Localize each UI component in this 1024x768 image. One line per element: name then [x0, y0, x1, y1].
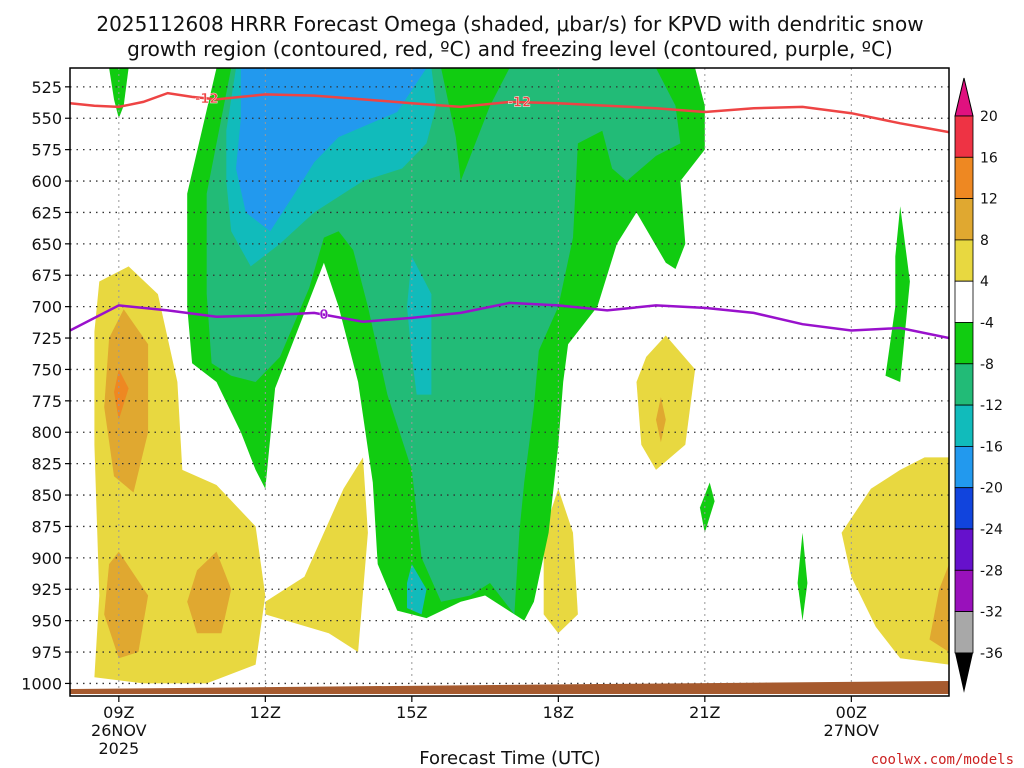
colorbar-label-7: -12	[980, 398, 1003, 414]
ascent-area-0100z-streak	[885, 206, 910, 382]
y-tick-label-875: 875	[31, 517, 62, 536]
freezing-level-zero-label-0: 0	[319, 308, 328, 323]
colorbar-top-arrow	[954, 77, 974, 117]
dendritic-growth-minus12-label-0: -12	[195, 92, 219, 107]
ascent-cyan-1500z-low	[407, 564, 427, 615]
freezing-level-zero-line	[70, 301, 949, 340]
x-tick-label-00Z: 00Z	[836, 703, 867, 722]
x-tick-label-09Z: 09Z	[103, 703, 134, 722]
colorbar-label-2: 12	[980, 192, 998, 208]
y-tick-label-825: 825	[31, 455, 62, 474]
credit-text: coolwx.com/models	[871, 752, 1014, 768]
chart-subtitle: growth region (contoured, red, ºC) and f…	[127, 37, 893, 61]
y-tick-label-525: 525	[31, 78, 62, 97]
colorbar-bottom-arrow	[955, 652, 973, 693]
colorbar-label-9: -20	[980, 481, 1003, 497]
contour-layer: -12 -12 0	[70, 91, 949, 340]
colorbar-label-11: -28	[980, 563, 1003, 579]
ascent-area-2300z-small	[797, 532, 808, 621]
descent-core-1000z-lower	[187, 551, 232, 634]
colorbar-label-8: -16	[980, 439, 1003, 455]
ascent-area-2100z-small	[699, 482, 715, 533]
colorbar-swatch-11	[954, 569, 974, 612]
colorbar-swatch-8	[954, 445, 974, 489]
descent-area-1400z	[265, 457, 368, 652]
y-axis: 525 550 575 600 625 650 675 700 725 750 775 800 825 8…	[21, 78, 70, 693]
colorbar-label-4: 4	[980, 274, 989, 290]
grid-lines	[70, 68, 949, 696]
colorbar-swatch-10	[954, 528, 974, 571]
descent-area-0100z	[841, 457, 949, 665]
y-tick-label-625: 625	[31, 203, 62, 222]
y-tick-label-800: 800	[31, 423, 62, 442]
y-tick-label-775: 775	[31, 392, 62, 411]
descent-core-2000z	[656, 397, 666, 443]
colorbar: 20 16 12 8 4 -4 -8 -12 -16 -20 -24 -28 -32 -36	[954, 77, 1003, 693]
colorbar-swatch-7	[954, 404, 974, 447]
descent-area-1800z	[543, 488, 578, 634]
y-tick-label-750: 750	[31, 360, 62, 379]
dendritic-growth-minus12-line	[70, 91, 949, 134]
ascent-cyan-1500z	[407, 256, 432, 395]
colorbar-swatch-5	[954, 322, 974, 365]
x-tick-label-18Z: 18Z	[543, 703, 574, 722]
colorbar-label-10: -24	[980, 522, 1003, 538]
colorbar-swatch-6	[954, 363, 974, 406]
descent-max-0900z	[114, 369, 129, 420]
y-tick-label-1000: 1000	[21, 674, 62, 693]
x-date-label-27NOV: 27NOV	[824, 721, 880, 740]
x-tick-label-21Z: 21Z	[689, 703, 720, 722]
colorbar-label-3: 8	[980, 233, 989, 249]
x-tick-label-12Z: 12Z	[250, 703, 281, 722]
colorbar-label-1: 16	[980, 150, 998, 166]
colorbar-swatch-4	[954, 280, 974, 323]
dendritic-growth-minus12-label-1: -12	[508, 96, 532, 111]
colorbar-swatch-12	[954, 611, 974, 654]
colorbar-label-5: -4	[980, 316, 994, 332]
y-tick-label-550: 550	[31, 109, 62, 128]
colorbar-swatch-3	[954, 239, 974, 282]
descent-core-0900z-upper	[104, 309, 149, 493]
y-tick-label-950: 950	[31, 612, 62, 631]
y-tick-label-650: 650	[31, 235, 62, 254]
x-tick-label-15Z: 15Z	[396, 703, 427, 722]
chart-title: 2025112608 HRRR Forecast Omega (shaded, …	[96, 12, 923, 36]
y-tick-label-975: 975	[31, 643, 62, 662]
plot-frame	[69, 67, 950, 697]
y-tick-label-675: 675	[31, 266, 62, 285]
colorbar-label-6: -8	[980, 357, 994, 373]
colorbar-swatch-2	[954, 198, 974, 241]
descent-area-2000z	[636, 335, 696, 470]
descent-core-0100z	[929, 564, 949, 652]
colorbar-swatch-9	[954, 487, 974, 530]
y-tick-label-575: 575	[31, 141, 62, 160]
omega-shading-layer	[94, 68, 949, 684]
colorbar-swatch-1	[954, 156, 974, 200]
y-tick-label-900: 900	[31, 549, 62, 568]
colorbar-label-13: -36	[980, 646, 1003, 662]
ascent-max-1200z	[236, 68, 427, 232]
y-tick-label-700: 700	[31, 298, 62, 317]
y-tick-label-725: 725	[31, 329, 62, 348]
colorbar-swatch-0	[954, 115, 974, 158]
colorbar-label-12: -32	[980, 605, 1003, 621]
y-tick-label-600: 600	[31, 172, 62, 191]
descent-core-0900z-lower	[104, 551, 149, 659]
x-year-label-2025: 2025	[98, 739, 139, 758]
terrain-ground-strip	[70, 681, 949, 694]
y-tick-label-850: 850	[31, 486, 62, 505]
y-tick-label-925: 925	[31, 580, 62, 599]
x-date-label-26NOV: 26NOV	[91, 721, 147, 740]
colorbar-label-0: 20	[980, 109, 998, 125]
x-axis-label: Forecast Time (UTC)	[419, 748, 600, 768]
